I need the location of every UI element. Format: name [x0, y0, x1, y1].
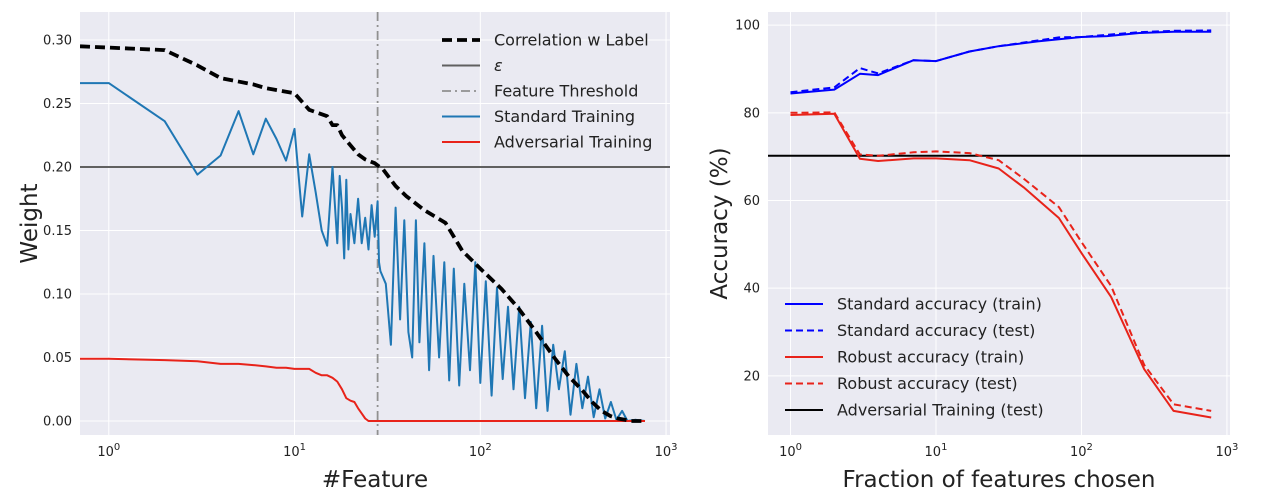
x-tick-base: 10	[469, 445, 486, 460]
x-tick-label: 102	[1070, 442, 1093, 460]
legend-label: Standard Training	[494, 107, 635, 126]
x-axis-label: Fraction of features chosen	[843, 467, 1156, 493]
series-line-robust-accuracy-train-	[790, 112, 1212, 419]
series-line-correlation-w-label	[80, 44, 645, 423]
x-tick-exponent: 3	[1232, 442, 1238, 453]
x-tick-labels: 100 101 102 103	[779, 442, 1238, 460]
x-tick-base: 10	[779, 445, 796, 460]
x-tick-labels: 100 101 102 103	[97, 442, 677, 460]
series-line-standard-accuracy-train-	[790, 30, 1212, 95]
legend-label: Robust accuracy (test)	[837, 374, 1018, 393]
y-tick-label: 80	[743, 106, 760, 121]
legend-label: Standard accuracy (train)	[837, 295, 1042, 314]
x-tick-label: 100	[97, 442, 120, 460]
y-axis-label: Weight	[17, 183, 43, 263]
x-tick-exponent: 1	[941, 442, 947, 453]
x-tick-base: 10	[1215, 445, 1232, 460]
x-tick-base: 10	[655, 445, 672, 460]
x-tick-label: 103	[1215, 442, 1238, 460]
x-tick-exponent: 2	[1087, 442, 1093, 453]
x-tick-base: 10	[1070, 445, 1087, 460]
y-tick-label: 20	[743, 369, 760, 384]
y-tick-label: 0.00	[43, 415, 72, 430]
series-line-standard-training	[80, 82, 646, 422]
grid	[768, 12, 1230, 435]
y-tick-label: 0.05	[43, 351, 72, 366]
plot-area	[768, 12, 1230, 435]
y-tick-label: 100	[735, 19, 760, 34]
x-tick-base: 10	[97, 445, 114, 460]
legend-label: Adversarial Training (test)	[837, 401, 1044, 420]
x-tick-base: 10	[925, 445, 942, 460]
legend-label: ε	[494, 56, 503, 75]
plot-lines	[80, 12, 670, 435]
y-tick-label: 0.15	[43, 224, 72, 239]
x-axis-label: #Feature	[322, 467, 428, 493]
legend-label: Correlation w Label	[494, 31, 649, 50]
y-tick-label: 40	[743, 282, 760, 297]
legend-label: Feature Threshold	[494, 82, 638, 101]
legend-label: Adversarial Training	[494, 133, 652, 152]
y-tick-labels: 0.00 0.05 0.10 0.15 0.20 0.25 0.30	[43, 33, 72, 429]
x-tick-label: 101	[925, 442, 948, 460]
legend: Standard accuracy (train) Standard accura…	[785, 295, 1044, 420]
x-tick-label: 101	[283, 442, 306, 460]
x-tick-base: 10	[283, 445, 300, 460]
y-tick-label: 60	[743, 194, 760, 209]
series-line-adversarial-training	[80, 357, 645, 422]
x-tick-exponent: 0	[114, 442, 120, 453]
y-tick-label: 0.10	[43, 288, 72, 303]
legend-label: Standard accuracy (test)	[837, 321, 1035, 340]
legend: Correlation w Label ε Feature Threshold Sta…	[442, 31, 652, 152]
y-tick-labels: 20 40 60 80 100	[735, 19, 760, 385]
legend-label: Robust accuracy (train)	[837, 348, 1024, 367]
x-tick-exponent: 3	[671, 442, 677, 453]
x-tick-exponent: 2	[485, 442, 491, 453]
series-line-robust-accuracy-test-	[790, 111, 1212, 412]
x-tick-exponent: 1	[300, 442, 306, 453]
y-tick-label: 0.20	[43, 160, 72, 175]
plot-lines	[768, 29, 1230, 419]
series-line-standard-accuracy-test-	[790, 29, 1212, 94]
y-tick-label: 0.30	[43, 33, 72, 48]
x-tick-exponent: 0	[796, 442, 802, 453]
y-axis-label: Accuracy (%)	[707, 147, 733, 299]
x-tick-label: 103	[655, 442, 678, 460]
left-chart-panel: 100 101 102 1030.000.050.100.150.200.250.30…	[17, 12, 678, 493]
y-tick-label: 0.25	[43, 97, 72, 112]
x-tick-label: 100	[779, 442, 802, 460]
x-tick-label: 102	[469, 442, 492, 460]
